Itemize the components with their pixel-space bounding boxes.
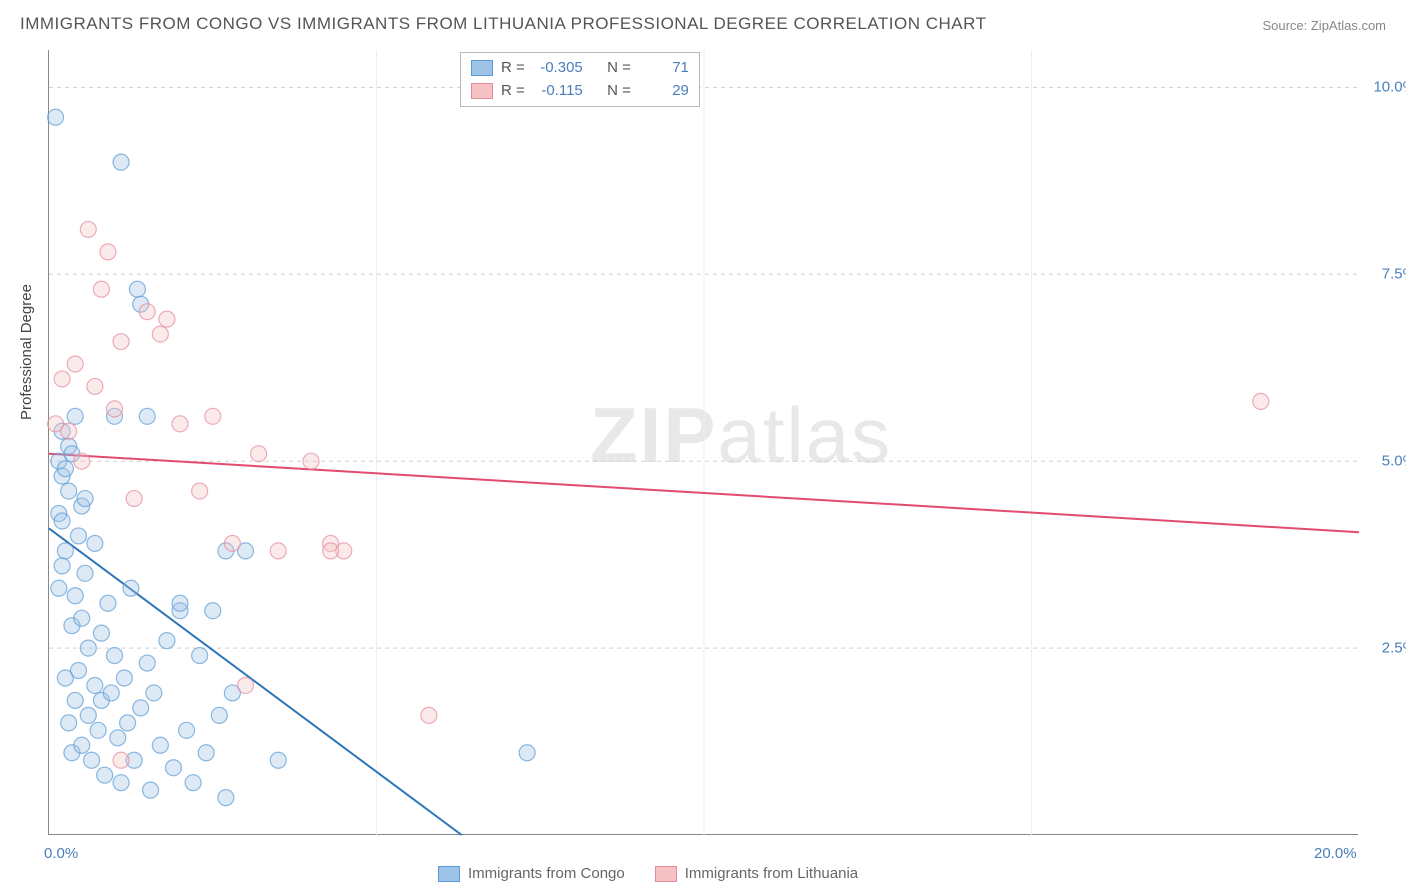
legend-label-congo: Immigrants from Congo: [468, 865, 625, 882]
n-label: N =: [607, 80, 631, 103]
y-tick-label: 10.0%: [1373, 79, 1406, 96]
x-tick-label: 0.0%: [44, 845, 78, 862]
n-value-congo: 71: [639, 57, 689, 80]
y-tick-label: 7.5%: [1382, 266, 1406, 283]
swatch-lithuania: [655, 866, 677, 882]
y-tick-label: 2.5%: [1382, 640, 1406, 657]
chart-title: IMMIGRANTS FROM CONGO VS IMMIGRANTS FROM…: [20, 14, 987, 34]
source-attribution: Source: ZipAtlas.com: [1262, 18, 1386, 33]
legend-item-lithuania: Immigrants from Lithuania: [655, 865, 858, 882]
stats-legend: R = -0.305 N = 71 R = -0.115 N = 29: [460, 52, 700, 107]
r-label: R =: [501, 57, 525, 80]
r-label: R =: [501, 80, 525, 103]
series-legend: Immigrants from Congo Immigrants from Li…: [430, 863, 866, 884]
y-tick-label: 5.0%: [1382, 453, 1406, 470]
swatch-lithuania: [471, 83, 493, 99]
legend-item-congo: Immigrants from Congo: [438, 865, 625, 882]
legend-label-lithuania: Immigrants from Lithuania: [685, 865, 858, 882]
plot-area: 2.5%5.0%7.5%10.0%0.0%20.0%: [48, 50, 1358, 835]
r-value-congo: -0.305: [533, 57, 583, 80]
x-tick-label: 20.0%: [1314, 845, 1357, 862]
n-value-lithuania: 29: [639, 80, 689, 103]
stats-row-lithuania: R = -0.115 N = 29: [471, 80, 689, 103]
swatch-congo: [438, 866, 460, 882]
n-label: N =: [607, 57, 631, 80]
swatch-congo: [471, 60, 493, 76]
y-axis-title: Professional Degree: [18, 284, 35, 420]
stats-row-congo: R = -0.305 N = 71: [471, 57, 689, 80]
r-value-lithuania: -0.115: [533, 80, 583, 103]
